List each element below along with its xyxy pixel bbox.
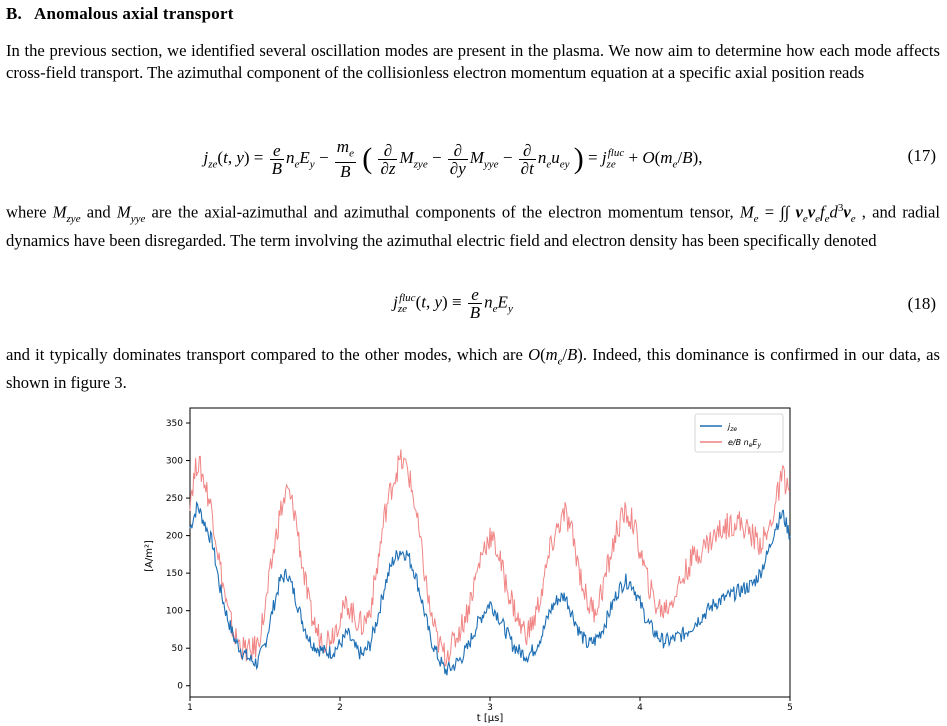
legend: jze e/B neEy (694, 413, 784, 453)
paragraph-after-eq17: where Mzye and Myye are the axial-azimut… (6, 202, 940, 250)
section-number: B. (6, 4, 22, 23)
y-tick-label-0: 0 (177, 682, 183, 692)
y-tick-label-3: 150 (166, 569, 183, 579)
section-heading: B. Anomalous axial transport (6, 4, 234, 24)
x-tick-label-3: 4 (637, 703, 643, 713)
y-axis-label: [A/m²] (144, 540, 155, 572)
series-line-jze (189, 500, 791, 676)
x-tick-label-4: 5 (787, 703, 793, 713)
series-group (189, 449, 791, 676)
y-tick-label-5: 250 (166, 494, 183, 504)
legend-label-jze: jze (727, 422, 737, 433)
y-tick-label-1: 50 (172, 644, 184, 654)
x-tick-label-0: 1 (187, 703, 193, 713)
section-title: Anomalous axial transport (34, 4, 234, 23)
legend-label-neey: e/B neEy (728, 438, 761, 449)
y-tick-label-7: 350 (166, 419, 183, 429)
x-axis-label: t [μs] (477, 713, 504, 724)
equation-17-number: (17) (907, 146, 936, 165)
paragraph-intro: In the previous section, we identified s… (6, 41, 940, 82)
y-tick-label-4: 200 (166, 532, 183, 542)
equation-18-number: (18) (907, 294, 936, 313)
y-tick-label-6: 300 (166, 457, 183, 467)
paragraph-after-eq18: and it typically dominates transport com… (6, 345, 940, 393)
series-line-neey (189, 449, 791, 667)
x-tick-label-2: 3 (487, 703, 493, 713)
y-tick-label-2: 100 (166, 607, 183, 617)
x-tick-label-1: 2 (337, 703, 343, 713)
